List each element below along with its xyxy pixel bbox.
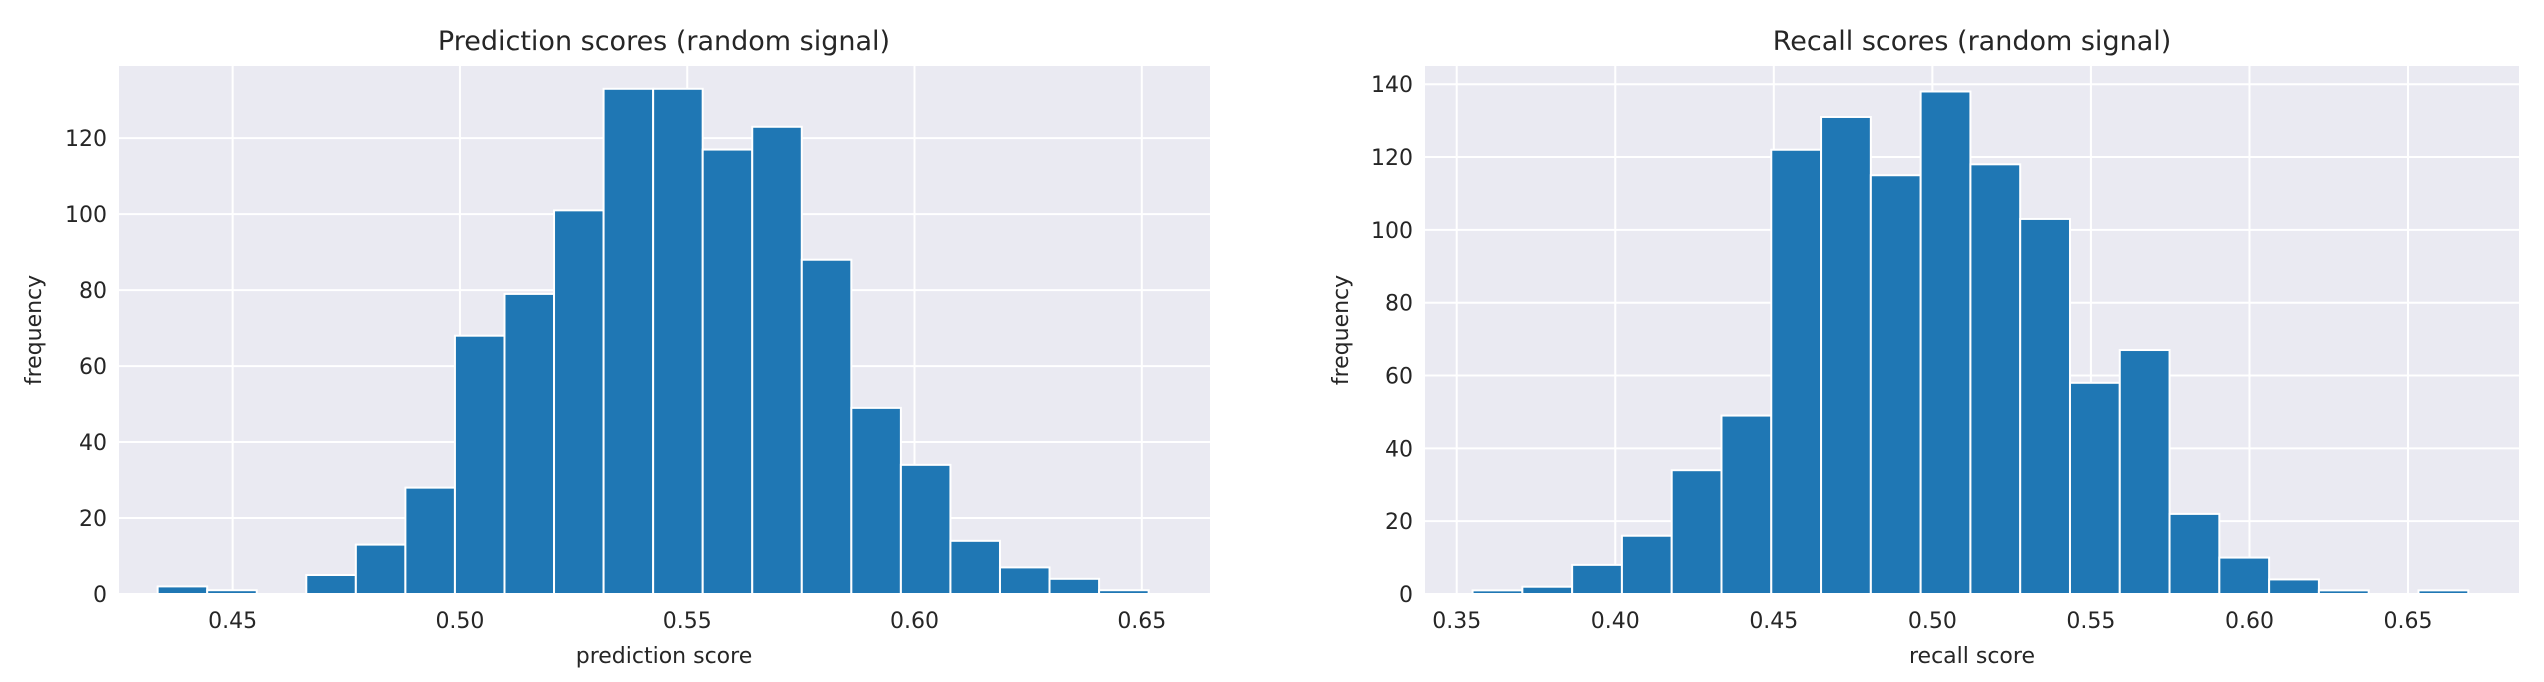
x-tick-label: 0.35: [1432, 609, 1481, 634]
x-tick-label: 0.45: [1749, 609, 1798, 634]
histogram-bars: [1471, 90, 2470, 596]
x-tick-label: 0.50: [1908, 609, 1957, 634]
y-tick-label: 80: [1385, 292, 1413, 317]
y-tick-label: 0: [1399, 583, 1413, 608]
histogram-bar: [354, 543, 407, 596]
histogram-bar: [1521, 585, 1574, 595]
y-axis-label: frequency: [22, 275, 47, 385]
histogram-bar: [1571, 563, 1623, 595]
y-axis-label: frequency: [1329, 275, 1354, 385]
y-tick-label: 120: [1371, 146, 1413, 171]
histogram-bar: [404, 486, 456, 595]
x-tick-labels: 0.45 0.50 0.55 0.60 0.65: [208, 609, 1166, 634]
histogram-bar: [2417, 589, 2470, 596]
histogram-bar: [2068, 381, 2121, 595]
recall-scores-chart: 0.35 0.40 0.45 0.50 0.55 0.60 0.65 0 20 40 60 80 10…: [1329, 26, 2519, 669]
histogram-bar: [2218, 556, 2271, 595]
histogram-bar: [899, 463, 952, 595]
histogram-bar: [800, 258, 853, 595]
y-tick-label: 0: [93, 583, 107, 608]
histogram-bar: [652, 87, 704, 595]
y-tick-label: 80: [79, 279, 107, 304]
histogram-bar: [2268, 578, 2320, 596]
x-tick-label: 0.60: [2225, 609, 2274, 634]
histogram-bar: [1820, 115, 1872, 595]
x-tick-labels: 0.35 0.40 0.45 0.50 0.55 0.60 0.65: [1432, 609, 2432, 634]
chart-title: Prediction scores (random signal): [438, 26, 890, 57]
x-tick-label: 0.45: [208, 609, 257, 634]
histogram-bar: [602, 87, 655, 595]
chart-title: Recall scores (random signal): [1773, 26, 2172, 57]
y-tick-label: 20: [1385, 510, 1413, 535]
y-tick-label: 100: [1371, 219, 1413, 244]
histogram-bar: [1620, 534, 1673, 595]
y-tick-labels: 0 20 40 60 80 100 120 140: [1371, 73, 1413, 608]
y-tick-label: 100: [65, 203, 107, 228]
x-tick-label: 0.65: [1117, 609, 1166, 634]
histogram-bar: [1670, 469, 1723, 596]
x-tick-label: 0.40: [1591, 609, 1640, 634]
histogram-bar: [156, 585, 209, 596]
x-tick-label: 0.50: [435, 609, 484, 634]
histogram-bar: [701, 148, 754, 595]
histogram-bar: [1969, 163, 2022, 596]
y-tick-label: 60: [79, 355, 107, 380]
y-tick-label: 120: [65, 127, 107, 152]
histogram-bar: [998, 566, 1051, 596]
histogram-bar: [2019, 217, 2071, 595]
histogram-bar: [850, 406, 902, 596]
histogram-bar: [1720, 414, 1773, 595]
x-axis-label: prediction score: [576, 644, 752, 669]
histogram-bar: [949, 539, 1001, 595]
y-tick-label: 20: [79, 507, 107, 532]
histogram-bar: [1098, 589, 1150, 595]
y-tick-label: 40: [79, 431, 107, 456]
histogram-bar: [553, 209, 605, 595]
histogram-bars: [156, 87, 1150, 596]
histogram-bar: [2168, 512, 2221, 595]
histogram-bar: [1770, 148, 1823, 596]
x-tick-label: 0.55: [663, 609, 712, 634]
x-tick-label: 0.65: [2384, 609, 2433, 634]
histogram-bar: [453, 334, 506, 595]
histogram-bar: [1471, 589, 1524, 596]
histogram-bar: [503, 292, 556, 595]
y-tick-label: 40: [1385, 437, 1413, 462]
histogram-bar: [751, 125, 803, 595]
histogram-bar: [1048, 577, 1101, 595]
y-tick-labels: 0 20 40 60 80 100 120: [65, 127, 107, 608]
histogram-bar: [2317, 589, 2370, 596]
histogram-bar: [2118, 349, 2171, 595]
histogram-bar: [1919, 90, 1972, 595]
histogram-bar: [206, 589, 258, 595]
y-tick-label: 60: [1385, 365, 1413, 390]
y-tick-label: 140: [1371, 73, 1413, 98]
histogram-bar: [305, 574, 357, 596]
x-tick-label: 0.55: [2066, 609, 2115, 634]
histogram-bar: [1869, 174, 1922, 595]
prediction-scores-chart: 0.45 0.50 0.55 0.60 0.65 0 20 40 60 80 100 120 Pre…: [22, 26, 1210, 669]
x-axis-label: recall score: [1909, 644, 2035, 669]
x-tick-label: 0.60: [890, 609, 939, 634]
